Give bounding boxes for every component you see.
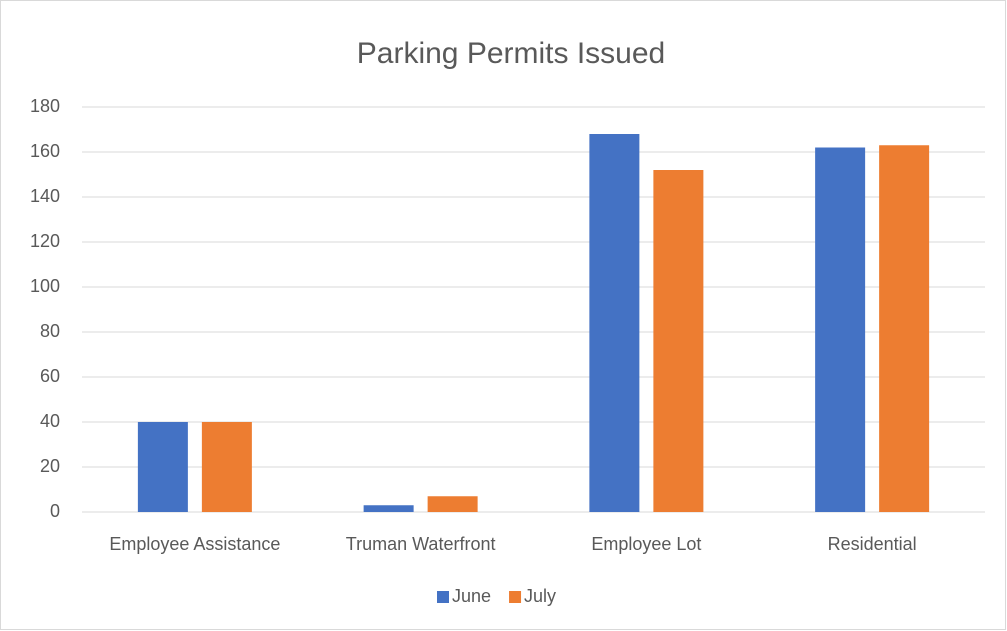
legend-label: June [452, 586, 491, 606]
y-tick-label: 20 [40, 456, 60, 476]
bar [427, 496, 478, 512]
bar [201, 422, 252, 512]
y-tick-label: 100 [30, 276, 60, 296]
y-tick-label: 60 [40, 366, 60, 386]
legend-label: July [524, 586, 556, 606]
y-tick-label: 80 [40, 321, 60, 341]
bar [815, 147, 866, 512]
x-tick-label: Employee Assistance [109, 534, 280, 554]
y-tick-label: 0 [50, 501, 60, 521]
bar [137, 422, 188, 512]
legend-swatch [509, 591, 522, 603]
y-tick-label: 180 [30, 96, 60, 116]
legend-swatch [437, 591, 449, 603]
bar [879, 145, 930, 512]
y-tick-label: 140 [30, 186, 60, 206]
y-tick-label: 120 [30, 231, 60, 251]
y-tick-label: 160 [30, 141, 60, 161]
bar [653, 170, 704, 512]
x-tick-label: Residential [828, 534, 917, 554]
bar [363, 505, 414, 512]
chart-title: Parking Permits Issued [357, 37, 665, 70]
y-tick-label: 40 [40, 411, 60, 431]
x-tick-label: Employee Lot [591, 534, 701, 554]
bar [589, 134, 640, 512]
x-tick-label: Truman Waterfront [346, 534, 496, 554]
